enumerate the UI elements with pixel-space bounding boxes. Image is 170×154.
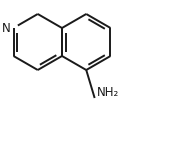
Text: N: N <box>2 22 11 34</box>
Text: NH₂: NH₂ <box>97 86 119 99</box>
